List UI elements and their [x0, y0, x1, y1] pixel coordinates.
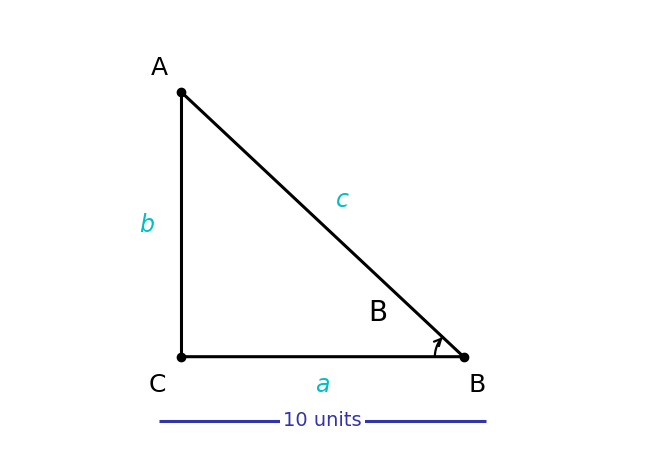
Text: A: A	[151, 56, 168, 80]
Text: 10 units: 10 units	[283, 411, 362, 430]
Text: B: B	[368, 299, 387, 326]
Text: C: C	[148, 373, 166, 397]
Text: B: B	[468, 373, 485, 397]
Text: c: c	[336, 188, 349, 212]
Text: b: b	[139, 212, 154, 237]
Text: a: a	[315, 373, 330, 397]
